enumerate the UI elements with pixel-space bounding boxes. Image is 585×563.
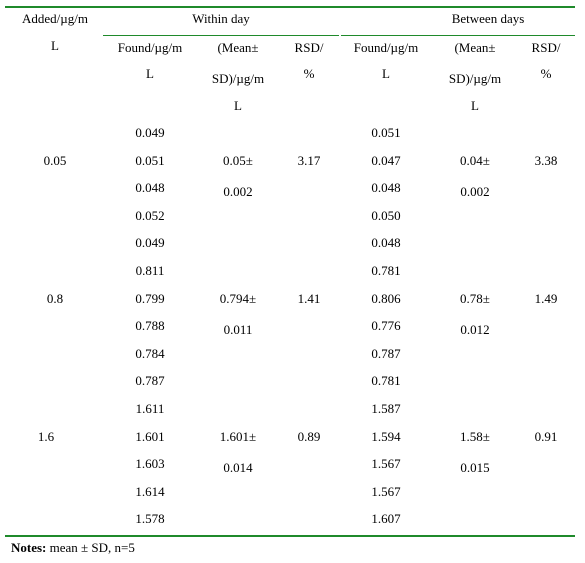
within-found-value: 0.799 xyxy=(135,291,165,306)
within-day-header: Within day xyxy=(192,11,250,26)
within-found-value: 0.787 xyxy=(135,373,165,388)
within-found-value: 1.601 xyxy=(135,429,165,444)
between-found-header-line1: Found/µg/m xyxy=(353,40,419,55)
added-value: 0.8 xyxy=(46,291,64,306)
between-rsd-value: 3.38 xyxy=(534,153,558,168)
within-found-value: 0.051 xyxy=(135,153,165,168)
within-found-value: 0.049 xyxy=(135,235,165,250)
between-mean-value: 0.78± xyxy=(460,291,490,306)
between-found-value: 0.051 xyxy=(371,125,401,140)
within-mean-header-line2: SD)/µg/m xyxy=(211,71,265,86)
within-mean-value: 0.794± xyxy=(219,291,257,306)
between-rsd-value: 1.49 xyxy=(534,291,558,306)
within-found-value: 0.784 xyxy=(135,346,165,361)
within-rsd-value: 1.41 xyxy=(297,291,321,306)
between-found-value: 1.567 xyxy=(371,456,401,471)
within-rsd-value: 0.89 xyxy=(297,429,321,444)
between-found-value: 0.781 xyxy=(371,263,401,278)
between-found-value: 0.776 xyxy=(371,318,401,333)
top-rule xyxy=(5,6,575,8)
within-found-value: 0.049 xyxy=(135,125,165,140)
bottom-rule xyxy=(5,535,575,537)
added-value: 1.6 xyxy=(37,429,55,444)
added-header-line1: Added/µg/m xyxy=(22,11,88,26)
within-rsd-header-line1: RSD/ xyxy=(294,40,324,55)
between-sd-value: 0.015 xyxy=(460,460,490,475)
between-found-value: 1.607 xyxy=(371,511,401,526)
between-found-value: 0.047 xyxy=(371,153,401,168)
within-found-value: 0.052 xyxy=(135,208,165,223)
within-found-value: 1.611 xyxy=(135,401,165,416)
added-value: 0.05 xyxy=(43,153,67,168)
between-found-value: 1.567 xyxy=(371,484,401,499)
between-rsd-header-line2: % xyxy=(540,66,552,81)
between-mean-value: 0.04± xyxy=(460,153,490,168)
within-rsd-header-line2: % xyxy=(303,66,315,81)
within-found-header-line2: L xyxy=(146,66,154,81)
between-sd-value: 0.002 xyxy=(460,184,490,199)
notes-text: mean ± SD, n=5 xyxy=(49,540,135,555)
between-rsd-header-line1: RSD/ xyxy=(531,40,561,55)
between-days-header: Between days xyxy=(451,11,525,26)
within-sd-value: 0.002 xyxy=(223,184,253,199)
within-found-value: 1.614 xyxy=(135,484,165,499)
within-mean-header-line1: (Mean± xyxy=(217,40,259,55)
within-mean-value: 0.05± xyxy=(223,153,253,168)
within-mean-header-line3: L xyxy=(234,98,242,113)
within-sd-value: 0.014 xyxy=(223,460,253,475)
between-found-value: 0.050 xyxy=(371,208,401,223)
notes-label: Notes: xyxy=(11,540,47,555)
between-found-value: 0.787 xyxy=(371,346,401,361)
within-found-value: 1.578 xyxy=(135,511,165,526)
between-found-value: 1.587 xyxy=(371,401,401,416)
within-found-header-line1: Found/µg/m xyxy=(117,40,183,55)
between-found-value: 0.781 xyxy=(371,373,401,388)
within-day-underline xyxy=(103,35,339,36)
between-days-underline xyxy=(341,35,575,36)
within-mean-value: 1.601± xyxy=(219,429,257,444)
between-rsd-value: 0.91 xyxy=(534,429,558,444)
between-mean-header-line2: SD)/µg/m xyxy=(448,71,502,86)
added-header-line2: L xyxy=(51,38,59,53)
within-sd-value: 0.011 xyxy=(223,322,253,337)
between-sd-value: 0.012 xyxy=(460,322,490,337)
within-found-value: 1.603 xyxy=(135,456,165,471)
between-found-header-line2: L xyxy=(382,66,390,81)
between-found-value: 0.806 xyxy=(371,291,401,306)
within-found-value: 0.048 xyxy=(135,180,165,195)
between-mean-header-line1: (Mean± xyxy=(454,40,496,55)
within-found-value: 0.811 xyxy=(135,263,165,278)
table-notes: Notes: mean ± SD, n=5 xyxy=(11,540,135,556)
between-mean-value: 1.58± xyxy=(460,429,490,444)
within-rsd-value: 3.17 xyxy=(297,153,321,168)
between-found-value: 0.048 xyxy=(371,235,401,250)
between-found-value: 0.048 xyxy=(371,180,401,195)
between-found-value: 1.594 xyxy=(371,429,401,444)
within-found-value: 0.788 xyxy=(135,318,165,333)
between-mean-header-line3: L xyxy=(471,98,479,113)
